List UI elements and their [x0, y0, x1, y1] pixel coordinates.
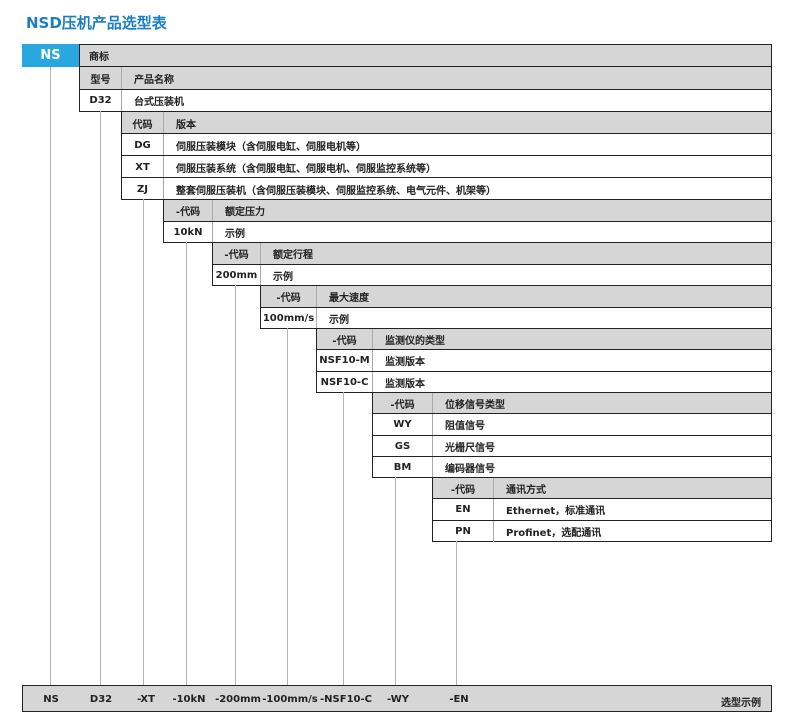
option-row: NSF10-M 监测版本 [317, 349, 771, 372]
option-label: 整套伺服压装机（含伺服压装模块、伺服监控系统、电气元件、机架等） [176, 185, 496, 197]
example-part: -EN [449, 694, 469, 705]
option-label: 阻值信号 [445, 421, 485, 433]
example-part: -WY [387, 694, 409, 705]
block-header: -代码 监测仪的类型 [317, 329, 771, 351]
option-block: -代码 位移信号类型 WY 阻值信号 GS 光栅尺信号 BM 编码器信号 [372, 392, 772, 478]
block-header: -代码 额定行程 [213, 243, 771, 265]
example-part: -XT [137, 694, 155, 705]
option-label: 示例 [329, 314, 349, 326]
option-code: ZJ [122, 178, 164, 200]
option-row: DG 伺服压装模块（含伺服电缸、伺服电机等） [122, 133, 771, 156]
connector-line [50, 67, 51, 685]
option-block: 型号 产品名称 D32 台式压装机 [79, 66, 772, 112]
block-header: 代码 版本 [122, 112, 771, 134]
option-code: -代码 [261, 286, 317, 308]
brand-code: NS [22, 44, 79, 67]
option-block: 代码 版本 DG 伺服压装模块（含伺服电缸、伺服电机等） XT 伺服压装系统（含伺服电缸、… [121, 111, 772, 200]
option-row: ZJ 整套伺服压装机（含伺服压装模块、伺服监控系统、电气元件、机架等） [122, 177, 771, 200]
example-part: -10kN [172, 694, 206, 705]
option-label: 额定压力 [225, 207, 265, 219]
option-label: 通讯方式 [506, 485, 546, 497]
option-label: 光栅尺信号 [445, 442, 495, 454]
option-row: EN Ethernet，标准通讯 [433, 498, 771, 521]
option-label: Ethernet，标准通讯 [506, 506, 606, 518]
connector-line [395, 477, 396, 685]
connector-line [186, 242, 187, 685]
option-code: -代码 [317, 329, 373, 351]
option-label: 示例 [225, 228, 245, 240]
connector-line [235, 285, 236, 685]
option-code: NSF10-C [317, 371, 373, 393]
option-label: 位移信号类型 [445, 400, 505, 412]
option-code: XT [122, 156, 164, 178]
option-label: 编码器信号 [445, 463, 495, 475]
option-row: NSF10-C 监测版本 [317, 370, 771, 393]
option-code: 型号 [80, 67, 122, 90]
example-part: D32 [89, 694, 113, 705]
option-code: 200mm [213, 264, 261, 286]
block-header: -代码 额定压力 [164, 200, 771, 222]
example-label: 选型示例 [721, 698, 761, 709]
connector-line [287, 328, 288, 685]
option-label: 最大速度 [329, 293, 369, 305]
example-part: -100mm/s [262, 694, 318, 705]
option-code: PN [433, 520, 494, 542]
option-row: GS 光栅尺信号 [373, 434, 771, 457]
option-label: 示例 [273, 271, 293, 283]
option-row: 200mm 示例 [213, 263, 771, 286]
option-block: -代码 额定行程 200mm 示例 [212, 242, 772, 286]
connector-line [143, 199, 144, 685]
brand-label: 商标 [79, 44, 772, 67]
option-code: GS [373, 435, 433, 457]
option-code: -代码 [373, 393, 433, 415]
option-row: 10kN 示例 [164, 220, 771, 243]
example-part: -200mm [215, 694, 261, 705]
option-row: WY 阻值信号 [373, 413, 771, 436]
connector-line [456, 541, 457, 685]
option-code: D32 [80, 89, 122, 112]
option-label: 伺服压装系统（含伺服电缸、伺服电机、伺服监控系统等） [176, 163, 436, 175]
option-code: 100mm/s [261, 307, 317, 329]
example-bar: NS D32 -XT -10kN -200mm -100mm/s -NSF10-C -WY -E… [22, 685, 772, 712]
option-code: BM [373, 456, 433, 478]
option-code: 代码 [122, 112, 164, 134]
option-label: 额定行程 [273, 250, 313, 262]
example-part: NS [43, 694, 59, 705]
option-label: 监测版本 [385, 357, 425, 369]
option-block: -代码 额定压力 10kN 示例 [163, 199, 772, 243]
option-label: 伺服压装模块（含伺服电缸、伺服电机等） [176, 141, 366, 153]
connector-line [343, 392, 344, 685]
option-label: Profinet，选配通讯 [506, 527, 602, 539]
option-label: 监测版本 [385, 378, 425, 390]
option-block: -代码 通讯方式 EN Ethernet，标准通讯 PN Profinet，选配通讯 [432, 477, 772, 542]
option-code: 10kN [164, 221, 213, 243]
option-row: D32 台式压装机 [80, 88, 771, 112]
connector-line [100, 111, 101, 685]
block-header: -代码 最大速度 [261, 286, 771, 308]
option-row: 100mm/s 示例 [261, 306, 771, 329]
option-row: XT 伺服压装系统（含伺服电缸、伺服电机、伺服监控系统等） [122, 155, 771, 178]
block-header: -代码 位移信号类型 [373, 393, 771, 415]
option-block: -代码 最大速度 100mm/s 示例 [260, 285, 772, 329]
option-code: -代码 [213, 243, 261, 265]
option-row: PN Profinet，选配通讯 [433, 519, 771, 542]
block-header: -代码 通讯方式 [433, 478, 771, 500]
option-code: -代码 [164, 200, 213, 222]
option-row: BM 编码器信号 [373, 455, 771, 478]
page-title: NSD压机产品选型表 [26, 14, 167, 32]
option-label: 版本 [176, 119, 196, 131]
option-code: NSF10-M [317, 350, 373, 372]
example-part: -NSF10-C [320, 694, 372, 705]
option-block: -代码 监测仪的类型 NSF10-M 监测版本 NSF10-C 监测版本 [316, 328, 772, 393]
option-label: 产品名称 [134, 74, 174, 86]
option-code: -代码 [433, 478, 494, 500]
block-header: 型号 产品名称 [80, 67, 771, 90]
option-code: WY [373, 414, 433, 436]
option-label: 台式压装机 [134, 97, 184, 109]
option-code: DG [122, 134, 164, 156]
option-code: EN [433, 499, 494, 521]
option-label: 监测仪的类型 [385, 336, 445, 348]
